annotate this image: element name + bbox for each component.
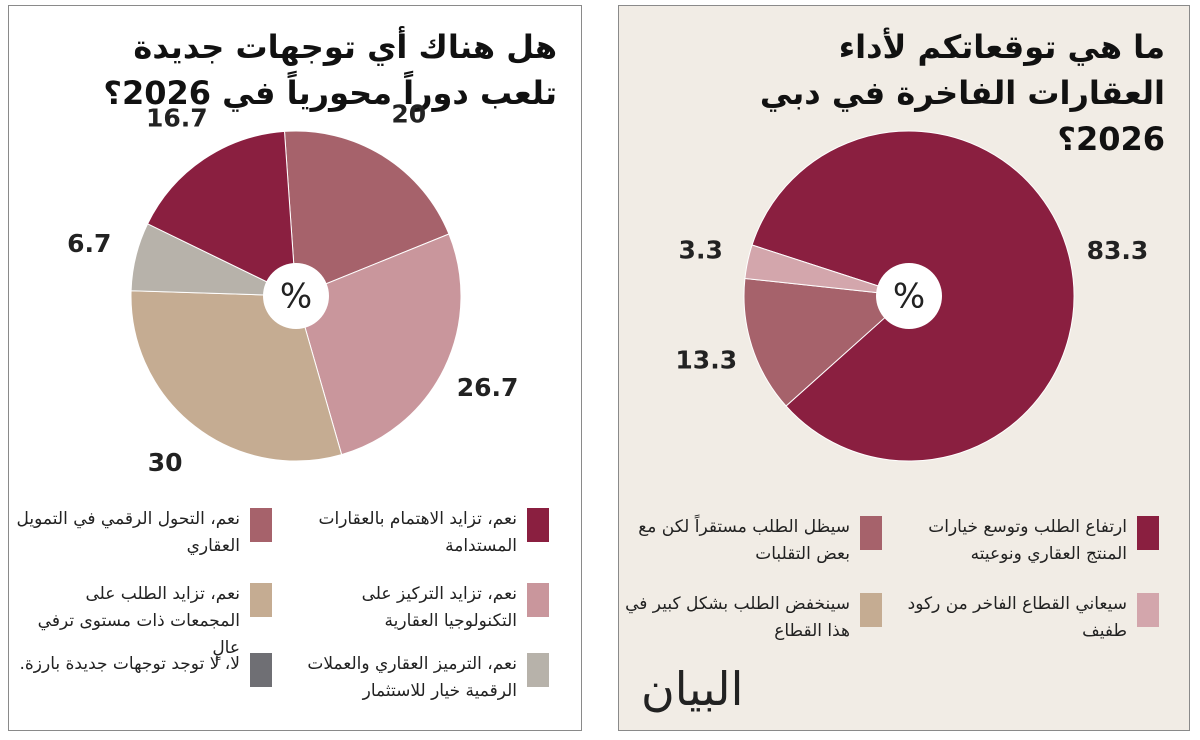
legend-swatch xyxy=(860,516,882,550)
data-label: 3.3 xyxy=(679,236,723,265)
legend-label: سينخفض الطلب بشكل كبير في هذا القطاع xyxy=(625,594,850,641)
center-circle xyxy=(876,263,942,329)
legend-item: لا، لا توجد توجهات جديدة بارزة. xyxy=(17,651,272,713)
pie-slice xyxy=(130,290,343,462)
data-label: 26.7 xyxy=(457,373,519,402)
panel: ما هي توقعاتكم لأداء العقارات الفاخرة في… xyxy=(618,5,1190,731)
panel: هل هناك أي توجهات جديدة تلعب دوراً محوري… xyxy=(8,5,582,731)
chart: 83.3 13.3 3.3% xyxy=(675,130,1149,462)
legend-item: نعم، تزايد الاهتمام بالعقارات المستدامة xyxy=(294,506,549,568)
legend-swatch xyxy=(250,583,272,617)
pie-slice xyxy=(744,244,910,297)
chart-title: ما هي توقعاتكم لأداء العقارات الفاخرة في… xyxy=(759,28,1165,158)
legend-item: نعم، الترميز العقاري والعملات الرقمية خي… xyxy=(294,651,549,713)
pie-slice xyxy=(283,130,450,297)
legend-label: لا، لا توجد توجهات جديدة بارزة. xyxy=(19,654,240,674)
data-label: 16.7 xyxy=(146,103,208,132)
data-label: 20 xyxy=(391,99,426,128)
pie-slice xyxy=(295,233,462,456)
legend-label: ارتفاع الطلب وتوسع خيارات المنتج العقاري… xyxy=(928,517,1127,564)
legend-swatch xyxy=(527,508,549,542)
chart-title: هل هناك أي توجهات جديدة تلعب دوراً محوري… xyxy=(103,28,557,112)
legend-swatch xyxy=(250,508,272,542)
legend-label: نعم، التحول الرقمي في التمويل العقاري xyxy=(16,509,240,556)
legend-label: نعم، الترميز العقاري والعملات الرقمية خي… xyxy=(307,654,517,701)
logo: البيان xyxy=(641,662,744,716)
legend-item: نعم، تزايد التركيز على التكنولوجيا العقا… xyxy=(294,581,549,643)
legend-swatch xyxy=(250,653,272,687)
legend-swatch xyxy=(1137,516,1159,550)
legend-item: سيظل الطلب مستقراً لكن مع بعض التقلبات xyxy=(627,514,882,576)
center-label: % xyxy=(893,277,925,317)
data-label: 6.7 xyxy=(67,229,111,258)
legend-label: نعم، تزايد التركيز على التكنولوجيا العقا… xyxy=(361,584,517,631)
legend-item: نعم، التحول الرقمي في التمويل العقاري xyxy=(17,506,272,568)
chart: 20 26.7 30 6.7 16.7% xyxy=(67,99,519,477)
legend-item: سينخفض الطلب بشكل كبير في هذا القطاع xyxy=(625,591,882,653)
legend-item: ارتفاع الطلب وتوسع خيارات المنتج العقاري… xyxy=(904,514,1159,576)
legend-label: سيعاني القطاع الفاخر من ركود طفيف xyxy=(907,594,1127,641)
legend-item: سيعاني القطاع الفاخر من ركود طفيف xyxy=(904,591,1159,653)
legend-swatch xyxy=(860,593,882,627)
legend-swatch xyxy=(1137,593,1159,627)
legend-label: نعم، تزايد الاهتمام بالعقارات المستدامة xyxy=(318,509,518,556)
legend-label: سيظل الطلب مستقراً لكن مع بعض التقلبات xyxy=(638,517,850,564)
legend-label: نعم، تزايد الطلب على المجمعات ذات مستوى … xyxy=(37,584,240,658)
center-label: % xyxy=(280,277,312,317)
data-label: 30 xyxy=(148,448,183,477)
data-label: 13.3 xyxy=(675,345,737,374)
center-circle xyxy=(263,263,329,329)
pie-slice xyxy=(146,130,297,297)
legend-swatch xyxy=(527,583,549,617)
pie-slice xyxy=(743,277,911,407)
legend-item: نعم، تزايد الطلب على المجمعات ذات مستوى … xyxy=(17,581,272,658)
legend-swatch xyxy=(527,653,549,687)
data-label: 83.3 xyxy=(1087,236,1149,265)
